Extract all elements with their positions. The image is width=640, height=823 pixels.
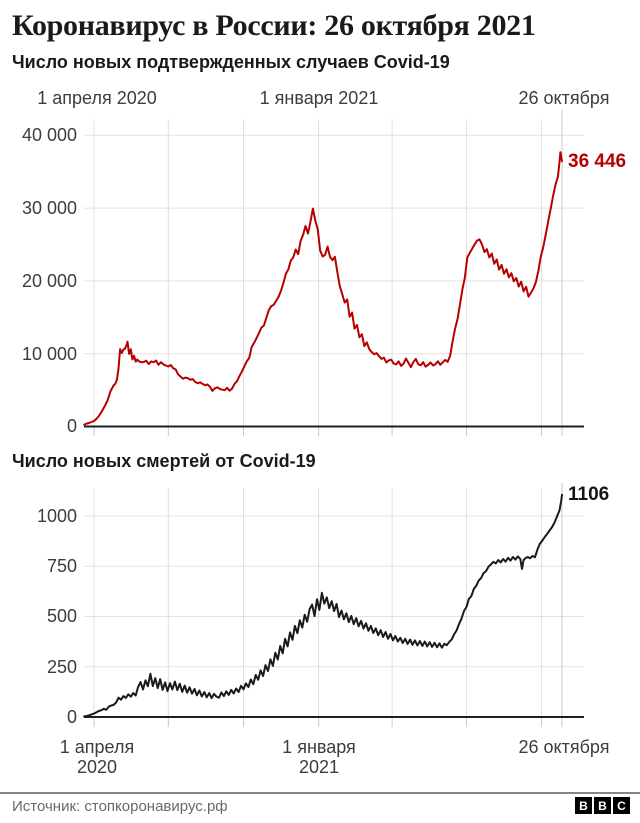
bbc-logo-block: B: [594, 797, 611, 814]
cases-line: [83, 151, 563, 426]
x-label-line1: 1 января: [282, 737, 356, 757]
cases-y-label-0: 0: [66, 416, 77, 436]
cases-x-label-oct-26: 26 октября: [518, 88, 610, 108]
footer-divider: [0, 792, 640, 794]
source-note: Источник: стопкоронавирус.рф: [12, 798, 228, 815]
deaths-x-label-jan-2021: 1 января 2021: [282, 737, 356, 777]
deaths-y-label-500: 500: [46, 606, 77, 626]
deaths-y-label-1000: 1000: [36, 506, 77, 526]
x-label-line2: 2020: [76, 757, 118, 777]
cases-x-label-apr-2020: 1 апреля 2020: [37, 88, 157, 108]
x-label-line2: 2021: [298, 757, 340, 777]
cases-chart-title: Число новых подтвержденных случаев Covid…: [12, 52, 450, 72]
deaths-line: [83, 493, 563, 718]
x-label-line1: 1 апреля: [59, 737, 135, 757]
cases-x-label-jan-2021: 1 января 2021: [259, 88, 379, 108]
cases-y-label-10000: 10 000: [21, 344, 77, 364]
deaths-y-label-250: 250: [46, 657, 77, 677]
bbc-logo: B B C: [575, 797, 630, 814]
bbc-logo-block: C: [613, 797, 630, 814]
page-title: Коронавирус в России: 26 октября 2021: [12, 9, 536, 42]
cases-latest-value: 36 446: [568, 151, 627, 172]
bbc-logo-block: B: [575, 797, 592, 814]
cases-y-label-40000: 40 000: [21, 125, 77, 145]
x-label-line1: 26 октября: [518, 737, 610, 757]
deaths-chart-title: Число новых смертей от Covid-19: [12, 451, 316, 471]
cases-y-label-30000: 30 000: [21, 198, 77, 218]
deaths-latest-value: 1106: [568, 484, 610, 505]
deaths-y-label-750: 750: [46, 556, 77, 576]
cases-y-label-20000: 20 000: [21, 271, 77, 291]
deaths-x-label-oct-26: 26 октября: [519, 737, 610, 757]
deaths-x-label-apr-2020: 1 апреля 2020: [60, 737, 134, 777]
deaths-y-label-0: 0: [66, 707, 77, 727]
